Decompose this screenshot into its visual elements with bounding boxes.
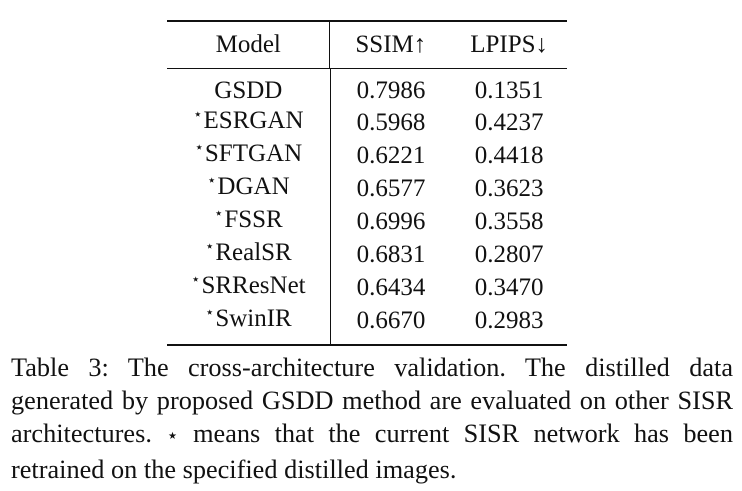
cell-model: ⋆SRResNet <box>167 271 330 304</box>
cell-model: ⋆FSSR <box>167 205 330 238</box>
caption-text-part1: Table 3: The cross-architecture validati… <box>11 353 733 448</box>
table-row: ⋆SRResNet 0.6434 0.3470 <box>167 271 567 304</box>
table-body: GSDD 0.7986 0.1351 ⋆ESRGAN 0.5968 0.4237 ⋆SFTG… <box>167 69 567 344</box>
table-row: ⋆SwinIR 0.6670 0.2983 <box>167 304 567 344</box>
header-model: Model <box>215 31 281 58</box>
cell-model: ⋆RealSR <box>167 238 330 271</box>
results-table-body: GSDD 0.7986 0.1351 ⋆ESRGAN 0.5968 0.4237 ⋆SFTG… <box>167 69 567 344</box>
table-top-rule <box>167 20 567 22</box>
model-name: DGAN <box>217 173 290 200</box>
table-row: GSDD 0.7986 0.1351 <box>167 69 567 106</box>
cell-ssim: 0.6577 <box>329 172 452 205</box>
header-lpips: LPIPS↓ <box>470 31 548 58</box>
model-name: GSDD <box>214 77 283 104</box>
model-name: SwinIR <box>215 305 292 332</box>
retrained-star-marker: ⋆ <box>194 140 204 156</box>
cell-model: GSDD <box>167 69 330 106</box>
cell-lpips: 0.4418 <box>474 141 544 169</box>
retrained-star-marker: ⋆ <box>193 107 203 123</box>
caption-star-symbol: ⋆ <box>166 425 179 447</box>
table-bottom-rule <box>167 344 567 346</box>
table-row: ⋆RealSR 0.6831 0.2807 <box>167 238 567 271</box>
model-name-wrapper: ⋆RealSR <box>205 238 292 271</box>
model-name: SFTGAN <box>204 140 303 167</box>
cell-ssim: 0.6996 <box>329 205 452 238</box>
cell-model: ⋆SFTGAN <box>167 139 330 172</box>
cell-model: ⋆ESRGAN <box>167 106 330 139</box>
cell-ssim: 0.6434 <box>329 271 452 304</box>
retrained-star-marker: ⋆ <box>204 239 215 255</box>
cell-lpips: 0.2807 <box>474 240 544 268</box>
retrained-star-marker: ⋆ <box>207 173 217 189</box>
cell-lpips: 0.4237 <box>474 108 544 136</box>
cell-ssim: 0.6221 <box>329 139 452 172</box>
cell-ssim: 0.7986 <box>329 69 452 106</box>
cell-model: ⋆SwinIR <box>167 304 330 344</box>
model-name: RealSR <box>215 239 292 266</box>
retrained-star-marker: ⋆ <box>191 272 201 288</box>
table-caption: Table 3: The cross-architecture validati… <box>11 351 733 486</box>
cell-model: ⋆DGAN <box>167 172 330 205</box>
cell-ssim: 0.6670 <box>329 304 452 344</box>
cell-lpips: 0.3558 <box>474 207 544 235</box>
cell-lpips: 0.3470 <box>474 273 544 301</box>
table-row: ⋆FSSR 0.6996 0.3558 <box>167 205 567 238</box>
table-header-row: Model SSIM↑ LPIPS↓ <box>167 22 567 68</box>
table-row: ⋆ESRGAN 0.5968 0.4237 <box>167 106 567 139</box>
cell-ssim: 0.6831 <box>329 238 452 271</box>
caption-text-part2: means that the current SISR network has … <box>11 419 733 484</box>
model-name-wrapper: ⋆FSSR <box>214 205 283 238</box>
table-header-rule <box>167 68 567 69</box>
model-name-wrapper: GSDD <box>214 76 282 106</box>
model-name-wrapper: ⋆SFTGAN <box>195 139 303 172</box>
table-row: ⋆SFTGAN 0.6221 0.4418 <box>167 139 567 172</box>
results-table: Model SSIM↑ LPIPS↓ <box>167 22 567 68</box>
cell-lpips: 0.1351 <box>474 77 544 104</box>
model-name-wrapper: ⋆DGAN <box>207 172 290 205</box>
model-name-wrapper: ⋆SwinIR <box>205 304 292 337</box>
retrained-star-marker: ⋆ <box>204 305 215 321</box>
cell-ssim: 0.5968 <box>329 106 452 139</box>
table-row: ⋆DGAN 0.6577 0.3623 <box>167 172 567 205</box>
model-name: SRResNet <box>201 272 306 299</box>
model-name: FSSR <box>224 206 283 233</box>
cell-lpips: 0.3623 <box>474 174 544 202</box>
header-ssim: SSIM↑ <box>329 22 452 68</box>
results-table-container: Model SSIM↑ LPIPS↓ GSDD 0.7986 0.1351 ⋆ESRG… <box>167 20 567 346</box>
cell-lpips: 0.2983 <box>474 306 544 334</box>
model-name-wrapper: ⋆SRResNet <box>191 271 306 304</box>
model-name-wrapper: ⋆ESRGAN <box>193 106 303 139</box>
model-name: ESRGAN <box>203 107 304 134</box>
retrained-star-marker: ⋆ <box>213 206 224 222</box>
